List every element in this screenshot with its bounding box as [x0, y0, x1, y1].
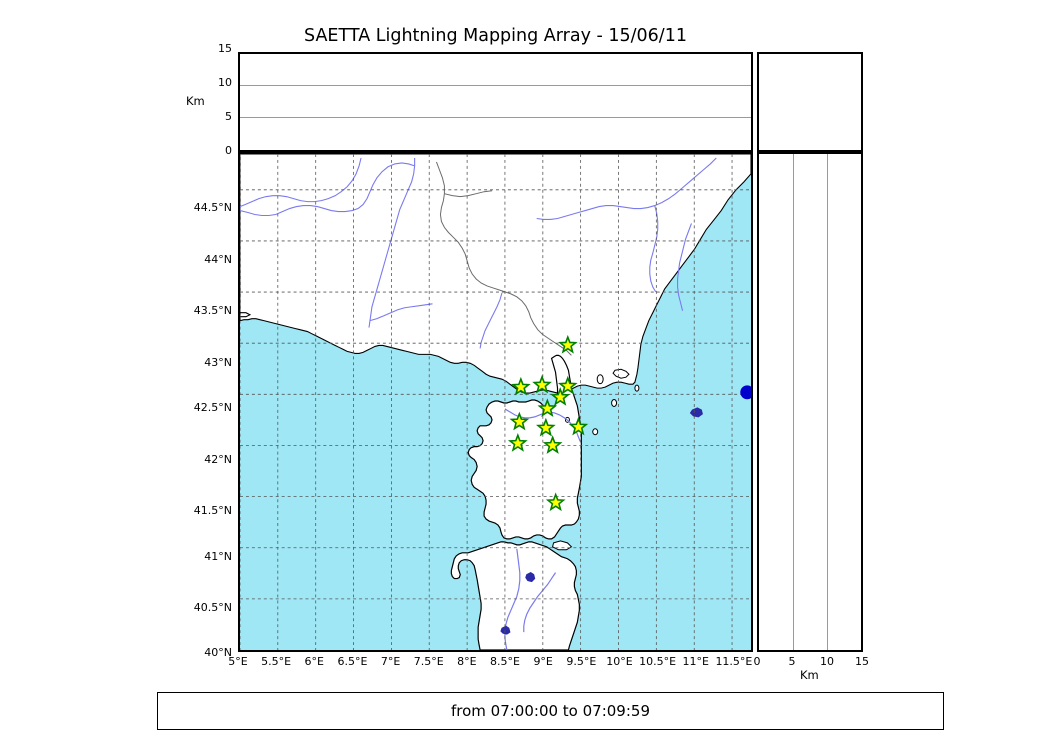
coastline-island-capraia	[596, 374, 604, 385]
map-ytick-42.5N: 42.5°N	[193, 401, 232, 414]
coastline-west-edge	[240, 312, 252, 318]
station-marker	[509, 411, 530, 431]
coastline-corsica	[467, 354, 582, 540]
source-marker	[740, 385, 751, 400]
coastline-mainland	[240, 154, 751, 394]
map-ytick-40N: 40°N	[204, 646, 232, 659]
station-marker	[507, 433, 528, 452]
map-xtick-8.5E: 8.5°E	[490, 655, 520, 668]
map-xtick-10.5E: 10.5°E	[639, 655, 677, 668]
status-bar-text: from 07:00:00 to 07:09:59	[450, 702, 650, 720]
coastline-island-giglio	[634, 384, 640, 392]
river-durance	[369, 303, 433, 322]
coastline-island-elba	[612, 368, 630, 379]
right-panel-xlabel: Km	[800, 668, 819, 682]
right-panel-xtick-10: 10	[820, 655, 834, 668]
map-xtick-8E: 8°E	[457, 655, 477, 668]
top-panel-ytick-5: 5	[225, 110, 232, 123]
river-loire	[240, 157, 362, 208]
map-xtick-10E: 10°E	[606, 655, 633, 668]
map-xtick-9E: 9°E	[533, 655, 553, 668]
map-xtick-9.5E: 9.5°E	[566, 655, 597, 668]
map-xtick-7.5E: 7.5°E	[413, 655, 444, 668]
station-marker	[537, 398, 558, 418]
status-bar: from 07:00:00 to 07:09:59	[157, 692, 944, 730]
station-marker	[557, 334, 578, 354]
map-xtick-7E: 7°E	[380, 655, 401, 668]
coastline-island-gorgona	[611, 399, 618, 407]
lake-sardinia-1	[525, 572, 536, 583]
top-panel-ylabel: Km	[186, 94, 205, 108]
station-marker-layer	[507, 334, 589, 512]
station-marker	[557, 375, 578, 395]
top-panel-gridline-5	[240, 116, 751, 118]
source-marker-layer	[740, 385, 751, 400]
map-xtick-11E: 11°E	[682, 655, 709, 668]
river-var	[479, 292, 503, 349]
river-po-branch	[649, 205, 659, 293]
station-marker	[535, 417, 556, 437]
map-ytick-41N: 41°N	[204, 550, 232, 563]
station-marker	[550, 387, 571, 406]
top-panel-ytick-0: 0	[225, 144, 232, 157]
map-canvas	[240, 154, 751, 650]
coastline-sardinia	[450, 541, 580, 650]
border-alps-north	[444, 190, 493, 198]
right-panel-gridline-5	[792, 154, 794, 650]
map-xtick-6E: 6°E	[304, 655, 324, 668]
right-panel-xtick-15: 15	[855, 655, 869, 668]
map-xtick-11.5E: 11.5°E	[715, 655, 753, 668]
map-ytick-42N: 42°N	[204, 453, 232, 466]
map-ytick-40.5N: 40.5°N	[193, 601, 232, 614]
map-xtick-5E: 5°E	[228, 655, 248, 668]
coastline-island-montecristo	[592, 428, 599, 436]
station-marker	[511, 376, 531, 396]
map-panel[interactable]	[238, 152, 753, 652]
station-marker	[542, 435, 563, 454]
top-panel-gridline-10	[240, 84, 751, 86]
river-saone	[240, 162, 415, 217]
map-ytick-44.5N: 44.5°N	[193, 201, 232, 214]
map-xtick-5.5E: 5.5°E	[261, 655, 292, 668]
map-xtick-6.5E: 6.5°E	[337, 655, 368, 668]
river-rhone	[368, 157, 416, 328]
river-sardinia-east	[523, 572, 557, 633]
corner-panel	[757, 52, 863, 152]
map-ytick-44N: 44°N	[204, 253, 232, 266]
altitude-longitude-panel[interactable]	[238, 52, 753, 152]
border-france-italy	[435, 161, 572, 356]
map-ytick-41.5N: 41.5°N	[193, 504, 232, 517]
station-marker	[532, 374, 552, 394]
lake-sardinia-2	[500, 625, 511, 635]
top-panel-ytick-15: 15	[218, 42, 232, 55]
lake-trasimeno	[689, 407, 703, 418]
river-po	[536, 157, 717, 221]
river-arno	[677, 223, 692, 311]
right-panel-gridline-10	[826, 154, 828, 650]
altitude-latitude-panel[interactable]	[757, 152, 863, 652]
station-marker	[545, 492, 566, 512]
top-panel-ytick-10: 10	[218, 76, 232, 89]
right-panel-xtick-0: 0	[753, 655, 761, 668]
map-ytick-43.5N: 43.5°N	[193, 304, 232, 317]
page-title: SAETTA Lightning Mapping Array - 15/06/1…	[304, 26, 687, 46]
river-sardinia-tirso	[504, 548, 521, 650]
station-marker	[568, 416, 589, 436]
right-panel-xtick-5: 5	[788, 655, 796, 668]
map-ytick-43N: 43°N	[204, 356, 232, 369]
map-gridlines	[240, 154, 751, 650]
